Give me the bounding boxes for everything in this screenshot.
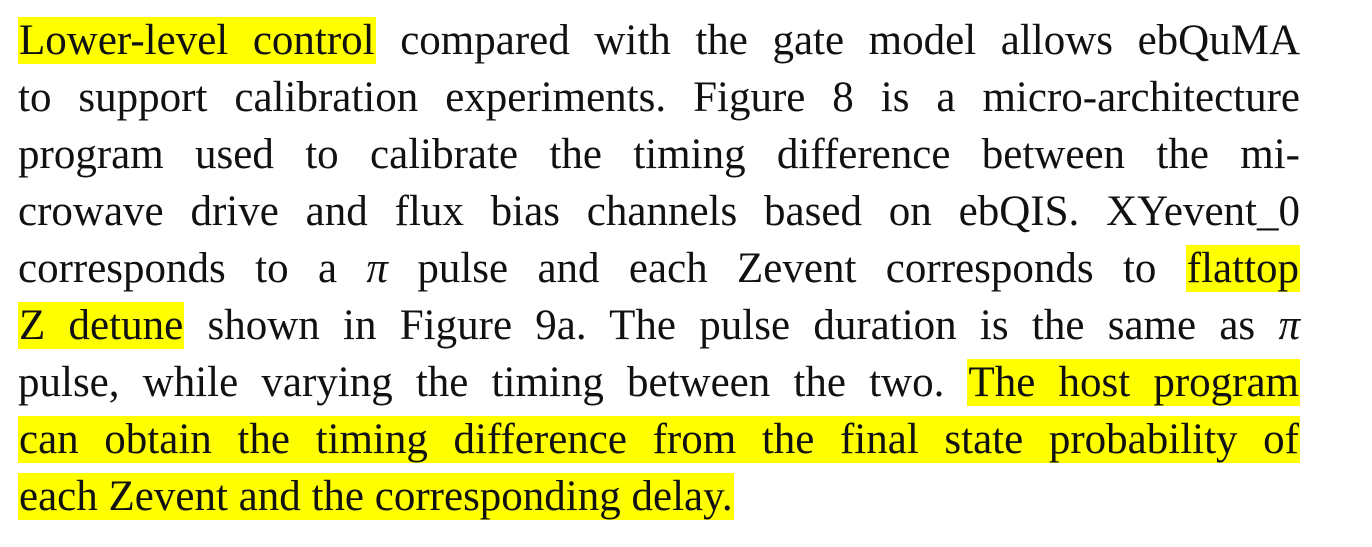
text-span: to support calibration experiments. Figu… <box>18 74 1300 121</box>
text-line-7: pulse, while varying the timing between … <box>18 354 1300 411</box>
highlight-span: each Zevent and the corresponding delay. <box>18 473 734 520</box>
highlight-span: The host program <box>967 359 1300 406</box>
text-span: compared with the gate model allows ebQu… <box>375 17 1301 64</box>
text-span: program used to calibrate the timing dif… <box>18 131 1300 178</box>
text-line-3: program used to calibrate the timing dif… <box>18 126 1300 183</box>
text-span: crowave drive and flux bias channels bas… <box>18 188 1300 235</box>
text-span: pulse and each Zevent corresponds to <box>387 245 1186 292</box>
highlight-span: Lower-level control <box>18 17 376 64</box>
text-span: shown in Figure 9a. The pulse duration i… <box>184 302 1279 349</box>
text-line-4: crowave drive and flux bias channels bas… <box>18 183 1300 240</box>
text-span: corresponds to a <box>18 245 367 292</box>
pi-symbol: π <box>1278 302 1300 349</box>
text-line-6: Z detune shown in Figure 9a. The pulse d… <box>18 297 1300 354</box>
highlight-span: Z detune <box>18 302 185 349</box>
text-line-9: each Zevent and the corresponding delay. <box>18 468 734 525</box>
text-span: pulse, while varying the timing between … <box>18 359 968 406</box>
highlight-span: flattop <box>1185 245 1301 292</box>
highlight-span: can obtain the timing difference from th… <box>18 416 1300 463</box>
pi-symbol: π <box>366 245 388 292</box>
text-line-2: to support calibration experiments. Figu… <box>18 69 1300 126</box>
text-line-8: can obtain the timing difference from th… <box>18 411 1300 468</box>
text-line-5: corresponds to a π pulse and each Zevent… <box>18 240 1301 297</box>
text-line-1: Lower-level control compared with the ga… <box>18 12 1300 69</box>
